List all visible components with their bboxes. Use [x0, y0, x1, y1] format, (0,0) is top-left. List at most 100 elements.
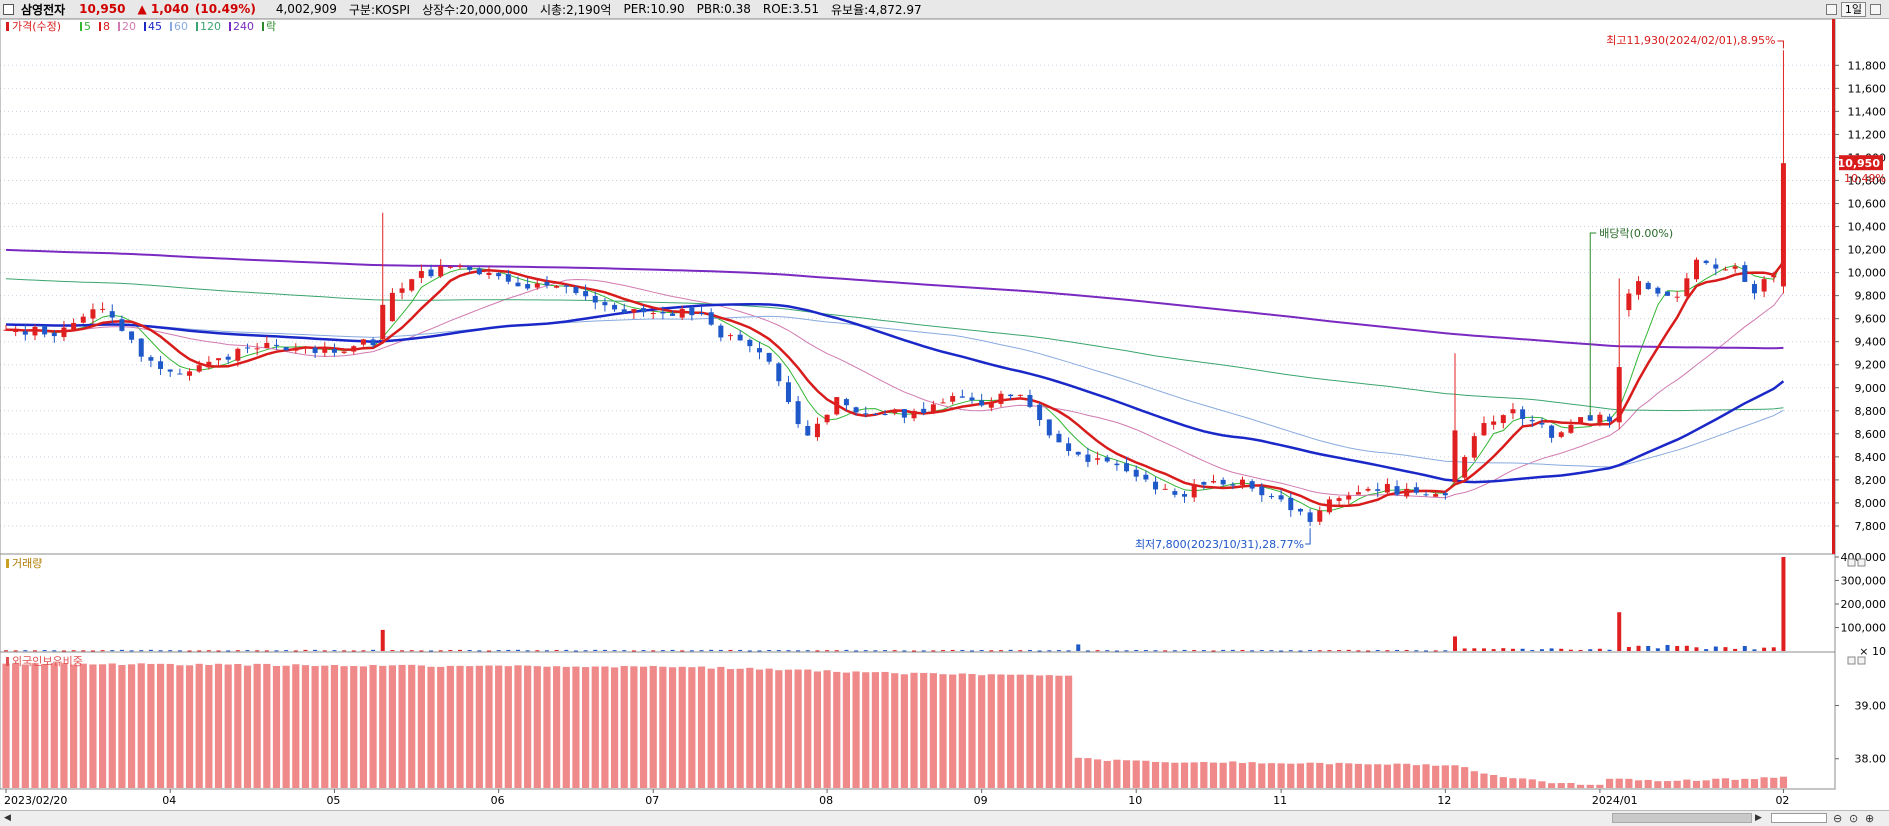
ma-legend-label: 45	[148, 20, 162, 33]
candle-body	[302, 347, 308, 349]
candle-body	[32, 326, 38, 336]
zoom-in-icon[interactable]: ⊕	[1865, 812, 1875, 825]
candle-body	[1452, 430, 1458, 483]
volume-bar	[110, 650, 115, 652]
foreign-pane-close-icon[interactable]	[1857, 656, 1866, 665]
zoom-reset-icon[interactable]: ⊙	[1849, 812, 1859, 825]
period-button[interactable]: 1일	[1840, 2, 1866, 17]
candle-body	[496, 273, 502, 277]
price-tick-label: 11,400	[1848, 105, 1887, 118]
volume-bar	[1433, 650, 1438, 652]
horizontal-scrollbar[interactable]: ◀ ▶ ⊖ ⊙ ⊕	[0, 810, 1889, 826]
window-icon[interactable]	[1870, 4, 1881, 15]
foreign-ownership-bar	[1422, 764, 1430, 788]
candle-body	[1375, 489, 1381, 491]
candle-body	[1384, 483, 1390, 493]
volume-bar	[738, 649, 743, 651]
candle-body	[892, 410, 898, 414]
volume-bar	[371, 649, 376, 651]
candle-body	[1404, 488, 1410, 497]
foreign-ownership-bar	[340, 666, 348, 788]
foreign-legend-label: 외국인보유비중	[12, 655, 83, 668]
foreign-ownership-bar	[852, 671, 860, 788]
candle-body	[592, 296, 598, 303]
x-tick-label: 2024/01	[1592, 794, 1638, 807]
foreign-ownership-bar	[591, 666, 599, 788]
foreign-ownership-bar	[1180, 762, 1189, 788]
volume-bar	[979, 650, 984, 652]
foreign-ownership-bar	[379, 665, 387, 788]
current-price: 10,950	[79, 2, 126, 16]
volume-bar	[1655, 648, 1660, 651]
candle-body	[863, 413, 869, 415]
candle-body	[380, 304, 386, 340]
candle-body	[641, 308, 647, 313]
foreign-ownership-bar	[408, 664, 416, 788]
candle-body	[525, 284, 531, 289]
candle-body	[1172, 491, 1178, 495]
foreign-ownership-bar	[601, 666, 609, 788]
candle-body	[1230, 484, 1236, 486]
ma-legend-swatch	[144, 22, 146, 31]
candle-body	[1365, 488, 1371, 491]
foreign-ownership-bar	[301, 665, 310, 788]
foreign-ownership-bar	[862, 672, 870, 788]
candle-body	[1694, 259, 1699, 280]
candle-body	[1626, 293, 1632, 311]
candle-body	[1124, 463, 1130, 472]
candle-body	[602, 302, 608, 306]
foreign-ownership-bar	[553, 666, 561, 788]
scroll-right-icon[interactable]: ▶	[1755, 813, 1762, 823]
volume-bar	[1018, 650, 1023, 652]
volume-bar	[689, 650, 694, 652]
foreign-ownership-bar	[707, 668, 715, 788]
volume-bar	[631, 650, 636, 652]
volume-bar	[1124, 650, 1129, 652]
candle-body	[1037, 404, 1043, 421]
foreign-ownership-bar	[205, 664, 213, 788]
candlesticks	[3, 50, 1786, 527]
candle-body	[351, 346, 357, 352]
scroll-thumb[interactable]	[1612, 813, 1752, 823]
candle-body	[1462, 456, 1468, 478]
foreign-ownership-bar	[1316, 762, 1324, 788]
candle-body	[1665, 291, 1671, 296]
candle-body	[1220, 479, 1226, 485]
candle-body	[1085, 454, 1091, 462]
volume-pane-min-icon[interactable]	[1847, 558, 1856, 567]
foreign-ownership-bar	[610, 667, 619, 788]
stock-chart[interactable]: 11,80011,60011,40011,20011,00010,80010,6…	[0, 19, 1889, 810]
foreign-ownership-bar	[1663, 781, 1672, 788]
x-tick-label: 08	[819, 794, 833, 807]
toggle-icon[interactable]	[1825, 4, 1837, 15]
foreign-ownership-bar	[427, 666, 435, 788]
candle-body	[1558, 432, 1564, 437]
foreign-pane-min-icon[interactable]	[1847, 656, 1856, 665]
volume-bar	[322, 650, 327, 652]
candle-body	[225, 356, 231, 360]
foreign-ownership-bar	[1248, 762, 1256, 788]
volume-bar	[487, 650, 491, 652]
volume-bar	[1308, 650, 1313, 652]
volume-bar	[32, 650, 37, 652]
volume-bar	[293, 650, 298, 652]
candle-body	[1133, 469, 1139, 477]
scroll-left-icon[interactable]: ◀	[4, 813, 11, 823]
volume-bar	[313, 649, 318, 651]
foreign-ownership-bar	[1267, 763, 1276, 788]
candle-body	[1114, 463, 1120, 466]
candle-body	[13, 330, 19, 333]
candle-body	[1066, 443, 1072, 452]
volume-legend-label: 거래량	[12, 557, 42, 570]
zoom-slider[interactable]	[1771, 813, 1827, 823]
foreign-ownership-bar	[842, 672, 851, 788]
volume-bar	[1539, 649, 1544, 651]
zoom-out-icon[interactable]: ⊖	[1833, 812, 1843, 825]
roe-value: ROE:3.51	[762, 2, 820, 16]
volume-pane-close-icon[interactable]	[1857, 558, 1866, 567]
foreign-ownership-bar	[1393, 763, 1401, 788]
select-checkbox[interactable]	[3, 3, 14, 15]
x-tick-label: 04	[162, 794, 176, 807]
foreign-ownership-bars	[2, 663, 1788, 788]
foreign-ownership-bar	[1277, 763, 1285, 788]
